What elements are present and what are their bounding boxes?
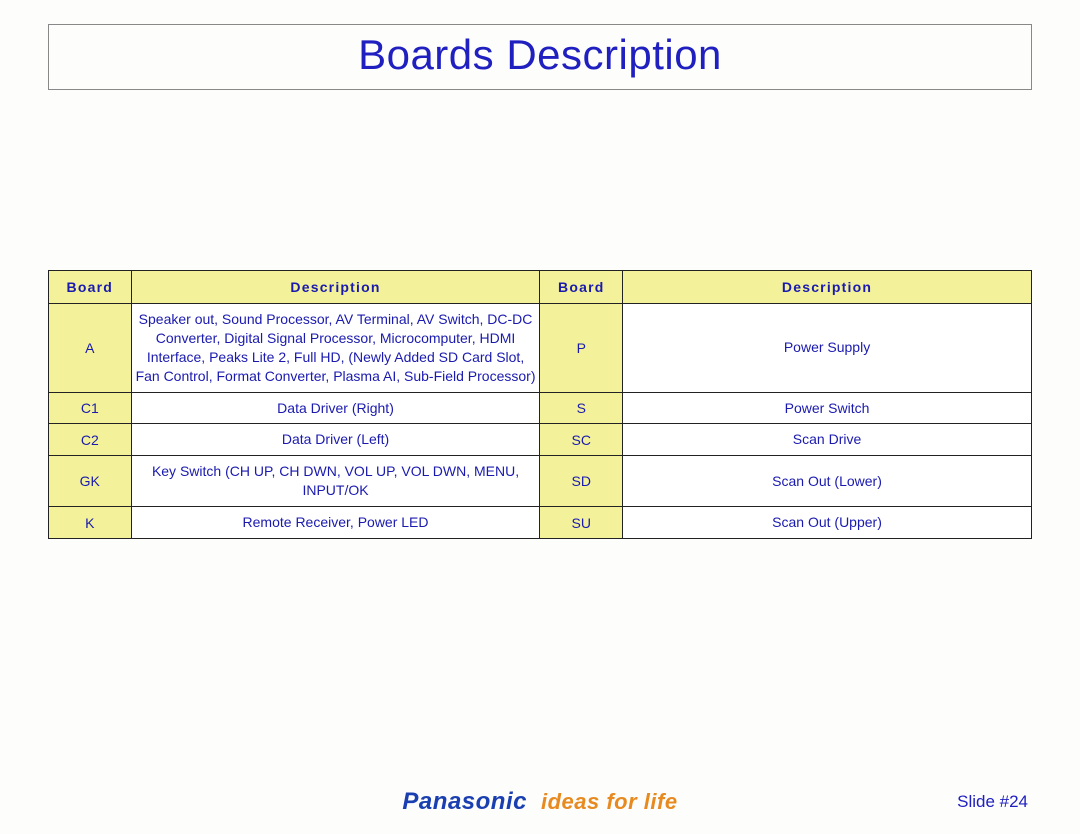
board-label: C2: [49, 424, 132, 456]
board-label: GK: [49, 456, 132, 507]
board-label: C1: [49, 392, 132, 424]
board-desc: Data Driver (Left): [131, 424, 540, 456]
board-label: P: [540, 304, 623, 393]
slide-frame: Boards Description Board Description Boa…: [48, 24, 1032, 810]
col-header-board-left: Board: [49, 271, 132, 304]
board-desc: Power Switch: [623, 392, 1032, 424]
boards-table: Board Description Board Description A Sp…: [48, 270, 1032, 539]
board-desc: Speaker out, Sound Processor, AV Termina…: [131, 304, 540, 393]
brand-logo-text: Panasonic: [402, 788, 527, 816]
board-desc: Key Switch (CH UP, CH DWN, VOL UP, VOL D…: [131, 456, 540, 507]
col-header-desc-left: Description: [131, 271, 540, 304]
board-label: SC: [540, 424, 623, 456]
board-desc: Scan Out (Lower): [623, 456, 1032, 507]
table-row: C2 Data Driver (Left) SC Scan Drive: [49, 424, 1032, 456]
table-row: K Remote Receiver, Power LED SU Scan Out…: [49, 507, 1032, 539]
board-desc: Scan Out (Upper): [623, 507, 1032, 539]
col-header-board-right: Board: [540, 271, 623, 304]
col-header-desc-right: Description: [623, 271, 1032, 304]
brand-tagline: ideas for life: [541, 789, 678, 815]
board-desc: Scan Drive: [623, 424, 1032, 456]
board-desc: Power Supply: [623, 304, 1032, 393]
board-label: K: [49, 507, 132, 539]
slide-number: Slide #24: [957, 792, 1028, 812]
title-bar: Boards Description: [48, 24, 1032, 90]
board-label: SD: [540, 456, 623, 507]
table-row: A Speaker out, Sound Processor, AV Termi…: [49, 304, 1032, 393]
board-desc: Data Driver (Right): [131, 392, 540, 424]
table-row: GK Key Switch (CH UP, CH DWN, VOL UP, VO…: [49, 456, 1032, 507]
board-label: SU: [540, 507, 623, 539]
footer: Panasonic ideas for life: [0, 788, 1080, 816]
table-header-row: Board Description Board Description: [49, 271, 1032, 304]
table-row: C1 Data Driver (Right) S Power Switch: [49, 392, 1032, 424]
page-title: Boards Description: [358, 31, 722, 78]
board-label: S: [540, 392, 623, 424]
board-label: A: [49, 304, 132, 393]
board-desc: Remote Receiver, Power LED: [131, 507, 540, 539]
